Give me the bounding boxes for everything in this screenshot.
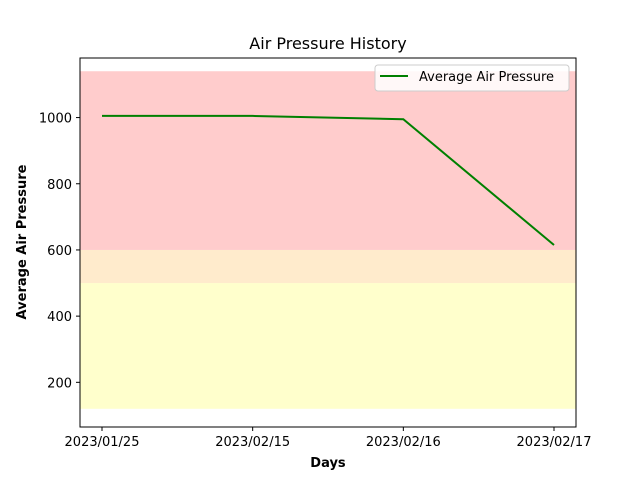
y-tick-label: 800: [47, 178, 72, 193]
y-tick-label: 600: [47, 244, 72, 259]
chart-title: Air Pressure History: [249, 34, 406, 53]
x-tick-label: 2023/02/17: [517, 435, 592, 450]
band-2: [80, 71, 576, 250]
band-1: [80, 249, 576, 284]
band-0: [80, 283, 576, 409]
x-axis-title: Days: [310, 456, 346, 471]
legend: Average Air Pressure: [374, 64, 570, 92]
legend-label: Average Air Pressure: [419, 70, 554, 85]
plot-frame: [79, 57, 577, 428]
y-tick-label: 400: [47, 310, 72, 325]
legend-box: [374, 64, 570, 92]
pressure-bands: [80, 71, 576, 409]
x-tick-label: 2023/01/25: [65, 435, 140, 450]
series-layer: [102, 114, 555, 246]
x-tick-label: 2023/02/15: [215, 435, 290, 450]
series-line-0: [102, 114, 555, 246]
y-axis-ticks: 200 400 600 800 1000: [39, 112, 80, 391]
y-axis-title: Average Air Pressure: [15, 164, 30, 319]
x-axis-ticks: 2023/01/25 2023/02/15 2023/02/16 2023/02/17: [65, 427, 592, 450]
y-tick-label: 1000: [39, 112, 72, 127]
y-tick-label: 200: [47, 376, 72, 391]
x-tick-label: 2023/02/16: [366, 435, 441, 450]
